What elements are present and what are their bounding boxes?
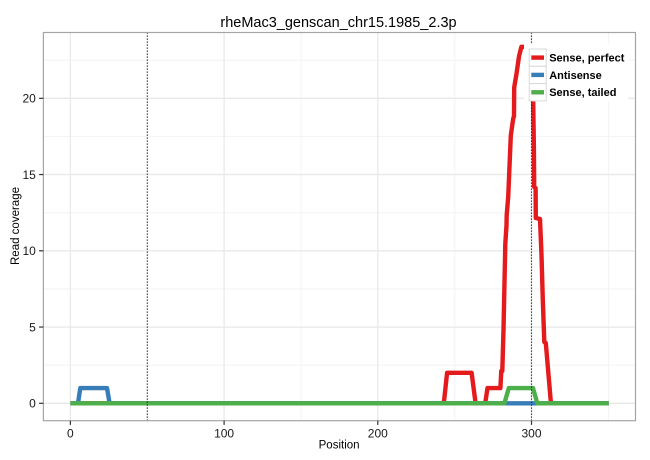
svg-text:rheMac3_genscan_chr15.1985_2.3: rheMac3_genscan_chr15.1985_2.3p — [220, 15, 456, 31]
svg-text:200: 200 — [368, 427, 388, 441]
svg-text:Antisense: Antisense — [549, 70, 602, 82]
svg-text:5: 5 — [29, 320, 36, 334]
svg-text:Sense, perfect: Sense, perfect — [549, 53, 625, 65]
svg-text:100: 100 — [214, 427, 234, 441]
svg-text:0: 0 — [67, 427, 74, 441]
svg-text:300: 300 — [521, 427, 541, 441]
svg-text:15: 15 — [22, 168, 36, 182]
svg-text:Read coverage: Read coverage — [10, 187, 22, 265]
svg-text:Position: Position — [319, 440, 360, 452]
svg-text:0: 0 — [29, 397, 36, 411]
svg-text:20: 20 — [22, 92, 36, 106]
svg-text:Sense, tailed: Sense, tailed — [549, 87, 616, 99]
svg-text:10: 10 — [22, 244, 36, 258]
